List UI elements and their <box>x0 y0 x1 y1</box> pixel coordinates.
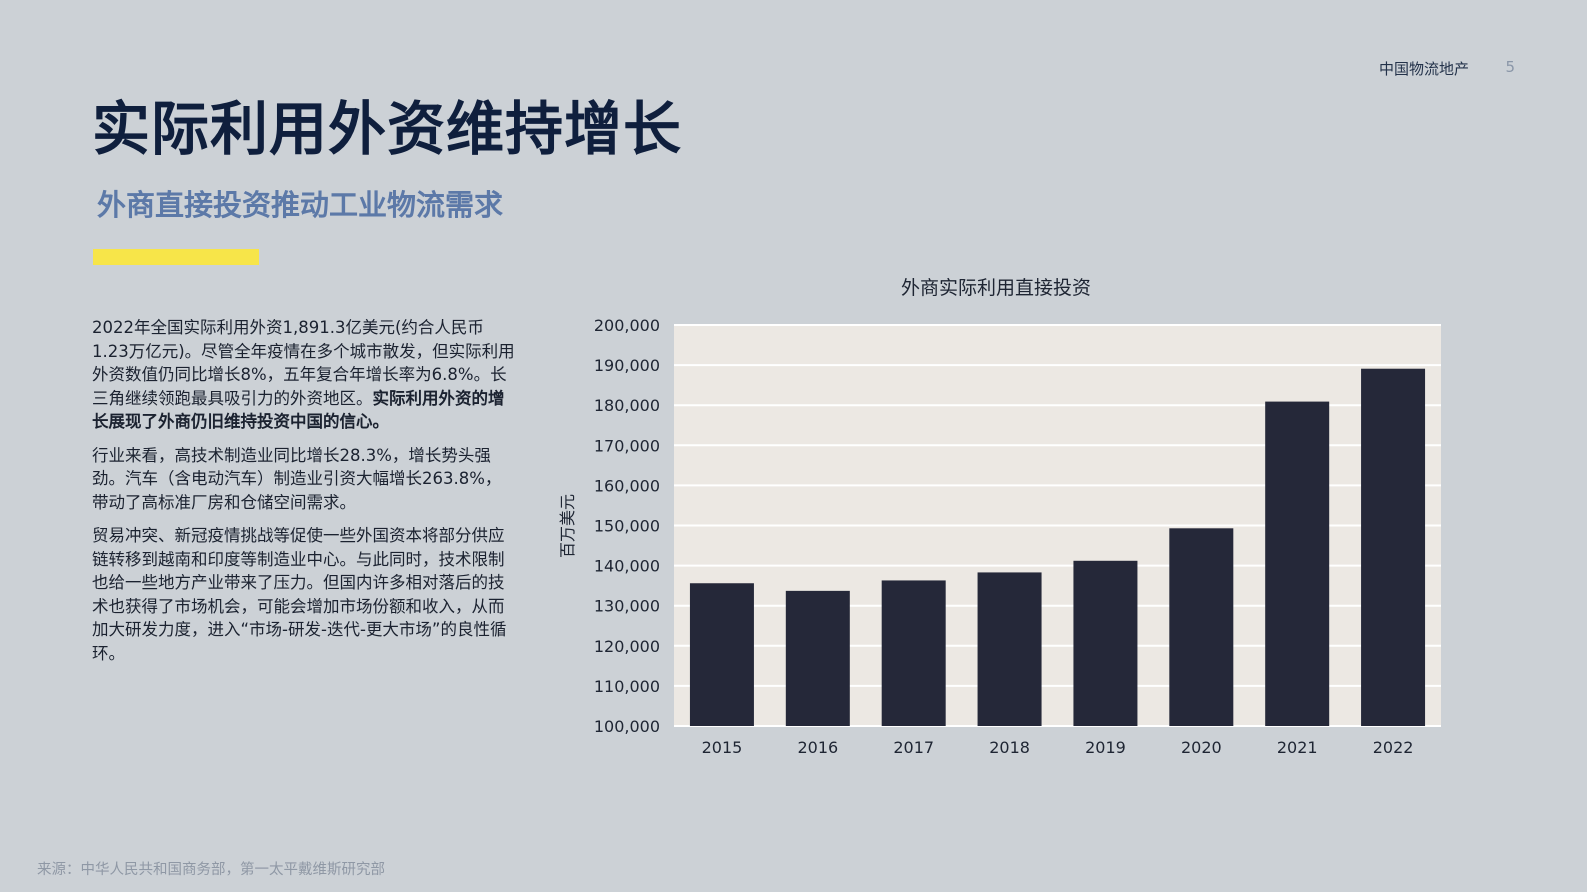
bar-2016 <box>785 590 850 726</box>
bar-2021 <box>1265 401 1330 726</box>
fdi-bar-chart: 100,000 110,000 120,000 130,000 140,000 150,0… <box>558 277 1441 757</box>
source-note: 来源：中华人民共和国商务部，第一太平戴维斯研究部 <box>37 862 385 878</box>
bar-2022 <box>1361 368 1426 726</box>
x-tick-label: 2022 <box>1373 738 1414 757</box>
accent-bar <box>93 249 259 265</box>
y-tick-label: 130,000 <box>594 597 660 616</box>
x-tick-label: 2020 <box>1181 738 1222 757</box>
paragraph-1-bold-text: 实际利用外资的增长展现了外商仍旧维持投资中国的信心。 <box>92 388 505 432</box>
bar-2017 <box>881 580 946 726</box>
page-title: 实际利用外资维持增长 <box>92 95 683 163</box>
header-brand: 中国物流地产 <box>1378 60 1469 78</box>
x-tick-label: 2016 <box>797 738 838 757</box>
y-tick-label: 120,000 <box>594 637 660 656</box>
bar-2020 <box>1169 528 1234 726</box>
y-tick-label: 110,000 <box>594 677 660 696</box>
x-tick-label: 2021 <box>1277 738 1318 757</box>
x-axis-ticks: 2015 2016 2017 2018 2019 2020 2021 2022 <box>702 738 1414 757</box>
y-axis-ticks: 100,000 110,000 120,000 130,000 140,000 150,0… <box>594 316 660 736</box>
y-tick-label: 150,000 <box>594 517 660 536</box>
bar-2019 <box>1073 560 1138 726</box>
x-tick-label: 2018 <box>989 738 1030 757</box>
body-text: 2022年全国实际利用外资1,891.3亿美元(约合人民币1.23万亿元)。尽管… <box>92 316 517 675</box>
x-tick-label: 2017 <box>893 738 934 757</box>
bar-2018 <box>977 572 1042 726</box>
x-tick-label: 2019 <box>1085 738 1126 757</box>
paragraph-1-text: 2022年全国实际利用外资1,891.3亿美元(约合人民币1.23万亿元)。尽管… <box>92 318 515 408</box>
y-tick-label: 190,000 <box>594 356 660 375</box>
y-tick-label: 140,000 <box>594 557 660 576</box>
paragraph-3: 贸易冲突、新冠疫情挑战等促使一些外国资本将部分供应链转移到越南和印度等制造业中心… <box>92 526 507 663</box>
bar-2015 <box>689 583 754 726</box>
y-axis-label: 百万美元 <box>558 494 577 558</box>
y-tick-label: 160,000 <box>594 476 660 495</box>
y-tick-label: 170,000 <box>594 436 660 455</box>
page-subtitle: 外商直接投资推动工业物流需求 <box>97 188 504 222</box>
y-tick-label: 100,000 <box>594 717 660 736</box>
bars <box>689 368 1426 726</box>
y-tick-label: 180,000 <box>594 396 660 415</box>
page-number: 5 <box>1505 58 1515 76</box>
x-tick-label: 2015 <box>702 738 743 757</box>
paragraph-1: 2022年全国实际利用外资1,891.3亿美元(约合人民币1.23万亿元)。尽管… <box>92 316 517 434</box>
chart-title: 外商实际利用直接投资 <box>901 277 1091 299</box>
paragraph-2: 行业来看，高技术制造业同比增长28.3%，增长势头强劲。汽车（含电动汽车）制造业… <box>92 445 502 512</box>
y-tick-label: 200,000 <box>594 316 660 335</box>
